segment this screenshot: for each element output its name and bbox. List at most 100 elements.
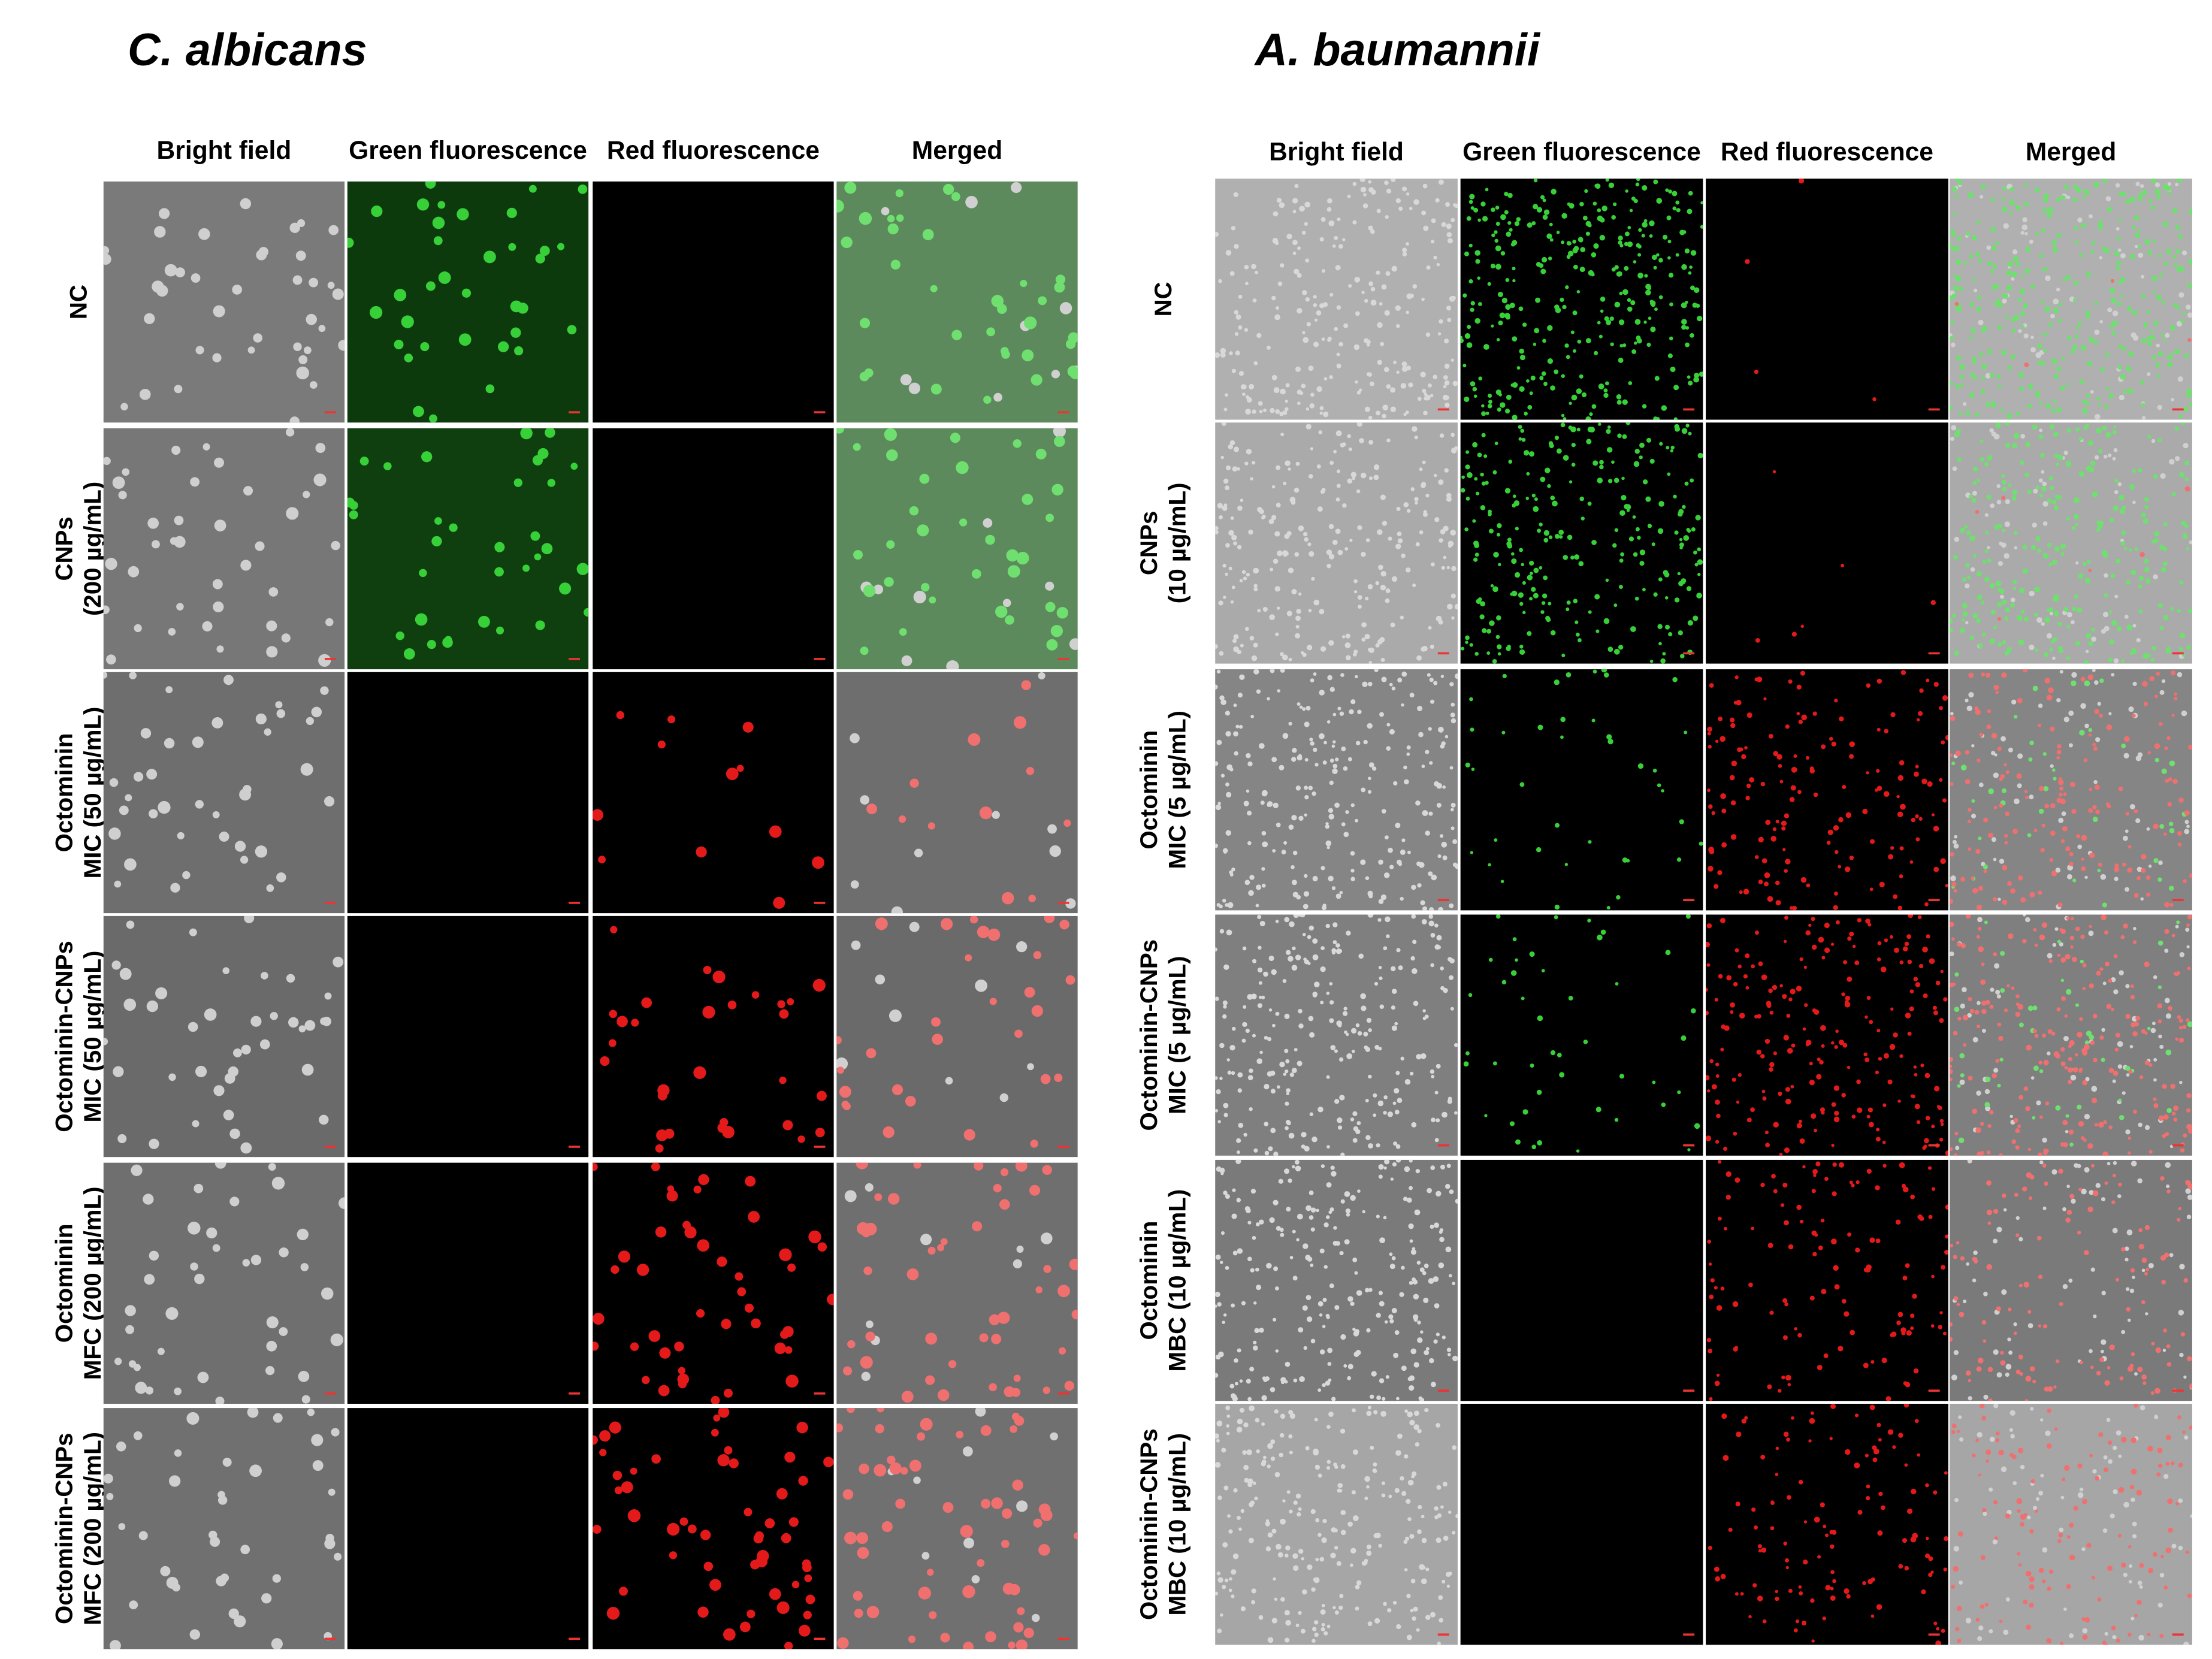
cell xyxy=(1743,889,1749,895)
cell xyxy=(1397,1098,1403,1103)
cell xyxy=(2020,310,2026,316)
cell xyxy=(2071,917,2074,921)
cell xyxy=(1669,336,1673,341)
cell xyxy=(2031,545,2036,550)
cell xyxy=(1357,709,1362,714)
cell xyxy=(2036,617,2042,623)
cell xyxy=(1649,458,1655,464)
cell xyxy=(1591,252,1597,258)
cell xyxy=(1741,754,1746,760)
cell xyxy=(1488,393,1492,398)
cell xyxy=(1529,597,1533,601)
cell xyxy=(2014,546,2018,550)
cell xyxy=(2063,792,2067,796)
cell xyxy=(2072,878,2077,883)
cell xyxy=(1896,1320,1901,1325)
cell xyxy=(1673,494,1677,499)
cell xyxy=(1219,515,1223,519)
cell xyxy=(1999,777,2003,781)
cell xyxy=(103,1038,108,1045)
cell xyxy=(2163,522,2168,527)
cell xyxy=(1715,1062,1720,1066)
cell xyxy=(2035,648,2039,652)
cell xyxy=(1292,748,1297,753)
cell xyxy=(2001,1289,2007,1295)
cell xyxy=(1491,233,1495,237)
cell xyxy=(429,414,437,423)
cell xyxy=(1409,207,1413,210)
cell xyxy=(1464,251,1470,256)
cell xyxy=(2098,403,2102,407)
cell xyxy=(1985,672,1991,678)
cell xyxy=(1443,375,1448,380)
cell xyxy=(1625,189,1628,193)
cell xyxy=(2001,495,2006,500)
cell xyxy=(909,1459,921,1472)
cell xyxy=(2151,646,2157,651)
cell xyxy=(1383,946,1388,951)
cell xyxy=(1055,274,1066,285)
cell xyxy=(494,542,505,552)
cell xyxy=(1953,285,1959,291)
cell xyxy=(1431,1074,1435,1078)
cell xyxy=(1439,1230,1443,1234)
cell xyxy=(1852,944,1856,948)
cell xyxy=(1296,895,1301,900)
cell xyxy=(1488,863,1491,867)
cell xyxy=(1295,615,1301,621)
cell xyxy=(1237,1150,1240,1155)
cell xyxy=(1215,1254,1221,1260)
cell xyxy=(1567,534,1573,540)
cell xyxy=(1497,407,1501,412)
cell xyxy=(1779,1153,1783,1156)
cell xyxy=(2178,292,2184,298)
cell xyxy=(2131,1022,2136,1028)
cell xyxy=(1054,436,1065,448)
cell xyxy=(1568,241,1572,246)
image-background xyxy=(1706,669,1948,911)
cell xyxy=(1495,222,1500,226)
cell xyxy=(174,385,183,394)
cell xyxy=(1866,683,1871,688)
cell xyxy=(2153,1057,2157,1062)
cell xyxy=(2112,430,2117,435)
cell xyxy=(2075,427,2080,432)
cell xyxy=(1431,1117,1436,1123)
cell xyxy=(1560,717,1566,723)
cell xyxy=(1415,1169,1420,1174)
cell xyxy=(1876,727,1881,732)
cell xyxy=(1280,652,1284,657)
cell xyxy=(918,1587,932,1600)
cell xyxy=(1993,1068,1999,1073)
cell xyxy=(1507,543,1513,549)
cell xyxy=(1490,264,1495,269)
cell xyxy=(1275,920,1279,923)
cell xyxy=(1286,234,1292,240)
cell xyxy=(1360,186,1367,193)
cell xyxy=(1717,1160,1722,1164)
cell xyxy=(2061,811,2066,817)
cell xyxy=(2152,240,2156,244)
cell xyxy=(1216,669,1221,674)
cell xyxy=(113,1066,124,1077)
cell xyxy=(1302,331,1306,334)
cell xyxy=(1592,201,1597,206)
scale-bar xyxy=(814,1637,826,1640)
cell xyxy=(125,1305,136,1316)
cell xyxy=(1219,1042,1225,1048)
cell xyxy=(1422,460,1426,464)
cell xyxy=(1381,809,1386,814)
cell xyxy=(2180,1148,2185,1153)
cell xyxy=(1346,1053,1353,1059)
scale-bar xyxy=(2172,1389,2184,1392)
cell xyxy=(2135,182,2140,186)
cell xyxy=(1303,337,1309,343)
cell xyxy=(1939,706,1944,711)
cell xyxy=(1056,607,1068,619)
cell xyxy=(249,1464,262,1477)
cell xyxy=(2051,409,2056,413)
cell xyxy=(1726,1195,1731,1200)
cell xyxy=(1790,989,1796,995)
cell xyxy=(1630,626,1636,632)
